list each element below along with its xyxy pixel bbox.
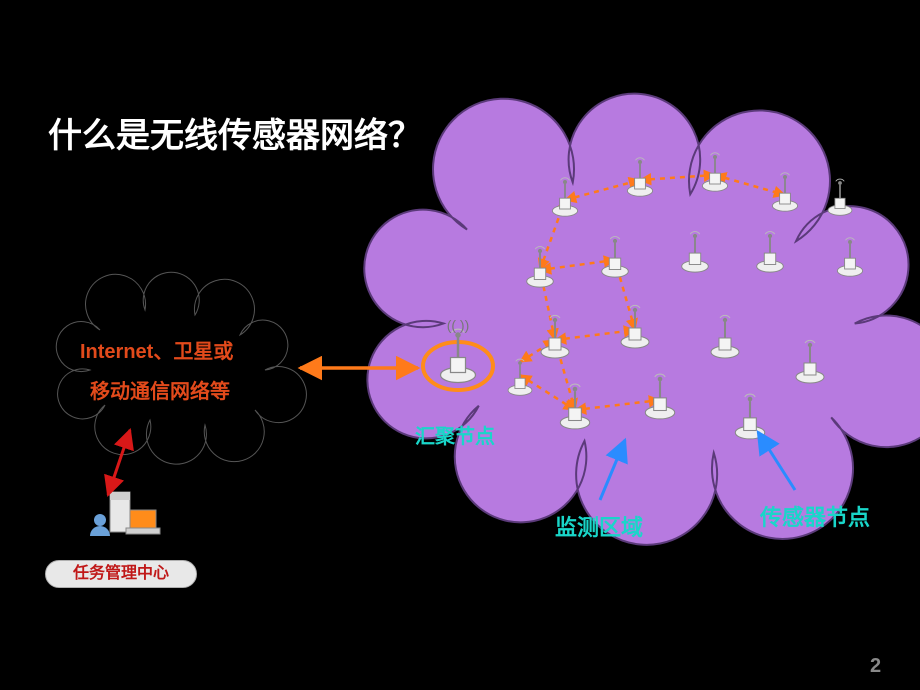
- internet-cloud: [56, 272, 306, 464]
- diagram-root: 什么是无线传感器网络？: [0, 0, 920, 690]
- monitor-label: 监测区域: [555, 510, 643, 542]
- page-number: 2: [870, 655, 881, 678]
- internet-text-2: 移动通信网络等: [90, 375, 230, 404]
- sink-label: 汇聚节点: [415, 420, 495, 449]
- signal-icon: (( )): [447, 317, 470, 333]
- sensor-label: 传感器节点: [760, 500, 870, 532]
- task-center-icon: [90, 492, 160, 536]
- task-label-pill: 任务管理中心: [45, 560, 197, 588]
- link-task-internet: [108, 430, 130, 495]
- internet-text-1: Internet、卫星或: [80, 335, 233, 364]
- task-label-text: 任务管理中心: [73, 565, 169, 582]
